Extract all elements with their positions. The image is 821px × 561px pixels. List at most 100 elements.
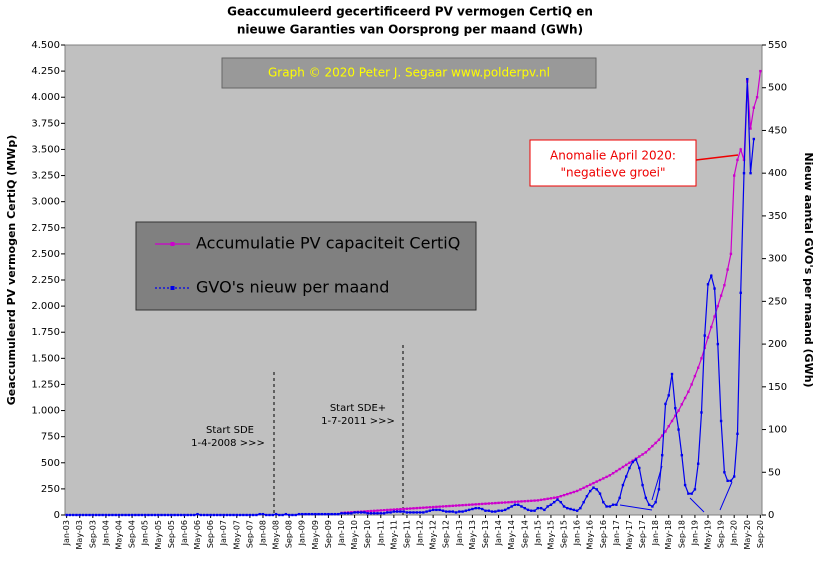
point <box>186 513 189 517</box>
x-tick-label: May-20 <box>743 520 752 549</box>
point <box>438 505 441 508</box>
y-tick-label: 3.250 <box>31 171 60 182</box>
point <box>320 512 324 516</box>
point <box>749 171 752 175</box>
point <box>579 506 582 510</box>
point <box>624 475 628 478</box>
point <box>595 480 598 483</box>
point <box>539 498 543 502</box>
point <box>143 513 147 517</box>
point <box>373 512 376 515</box>
point <box>386 508 389 512</box>
x-tick-label: Jan-16 <box>573 520 582 546</box>
point <box>690 492 693 495</box>
annotation: Anomalie April 2020: <box>550 149 676 163</box>
point <box>238 513 242 517</box>
point <box>366 512 369 515</box>
point <box>517 503 520 506</box>
point <box>595 488 598 491</box>
point <box>553 500 556 504</box>
point <box>422 511 425 514</box>
point <box>71 513 75 517</box>
point <box>654 441 657 445</box>
point <box>510 505 513 508</box>
point <box>703 334 706 337</box>
point <box>752 106 756 109</box>
point <box>104 513 108 517</box>
point <box>582 486 585 490</box>
point <box>598 478 602 482</box>
y2-tick-label: 300 <box>768 254 787 265</box>
point <box>572 508 576 512</box>
point <box>716 342 720 346</box>
x-tick-label: Sep-12 <box>442 520 451 548</box>
y2-tick-label: 200 <box>768 339 787 350</box>
point <box>366 510 369 513</box>
point <box>618 467 621 471</box>
x-tick-label: Jan-09 <box>298 520 307 546</box>
point <box>700 411 703 414</box>
point <box>153 513 157 517</box>
y-tick-label: 1.500 <box>31 353 60 364</box>
point <box>376 509 379 512</box>
point <box>732 174 736 177</box>
point <box>467 503 471 506</box>
point <box>644 451 648 454</box>
point <box>533 509 536 512</box>
point <box>687 390 690 393</box>
point <box>235 513 238 517</box>
point <box>752 137 756 141</box>
point <box>193 513 196 517</box>
point <box>183 513 186 517</box>
legend-label: Accumulatie PV capaciteit CertiQ <box>196 234 460 253</box>
point <box>631 460 634 464</box>
x-tick-label: May-17 <box>625 520 634 549</box>
point <box>402 510 405 513</box>
point <box>494 510 497 513</box>
point <box>670 372 674 376</box>
point <box>454 511 458 514</box>
point <box>559 495 562 498</box>
point <box>497 509 500 512</box>
x-tick-label: Sep-07 <box>245 520 254 548</box>
point <box>471 503 474 506</box>
x-tick-label: Sep-18 <box>677 520 686 548</box>
y-axis-label: Geaccumuleerd PV vermogen CertiQ (MWp) <box>5 135 18 406</box>
x-tick-label: Jan-18 <box>651 520 660 546</box>
x-tick-label: Jan-12 <box>416 520 425 546</box>
point <box>628 461 631 464</box>
point <box>726 268 729 271</box>
point <box>176 513 180 517</box>
point <box>431 508 435 512</box>
x-tick-label: Sep-09 <box>324 520 333 548</box>
point <box>566 492 569 496</box>
point <box>543 498 546 501</box>
point <box>435 505 438 509</box>
y2-tick-label: 550 <box>768 40 787 51</box>
point <box>137 513 140 517</box>
point <box>258 512 261 516</box>
point <box>487 502 490 505</box>
x-tick-label: Sep-05 <box>167 520 176 548</box>
point <box>719 419 723 423</box>
point <box>477 506 481 510</box>
point <box>523 500 526 503</box>
point <box>373 509 376 513</box>
point <box>461 510 464 513</box>
chart-title: Geaccumuleerd gecertificeerd PV vermogen… <box>227 5 593 19</box>
point <box>759 69 762 73</box>
point <box>222 513 225 517</box>
point <box>660 453 664 457</box>
point <box>415 511 418 514</box>
point <box>160 513 163 517</box>
y-tick-label: 1.750 <box>31 327 60 338</box>
x-tick-label: Jan-14 <box>494 520 503 546</box>
point <box>81 513 85 517</box>
x-tick-label: May-09 <box>311 520 320 549</box>
x-tick-label: Jan-20 <box>730 520 739 546</box>
point <box>130 513 134 517</box>
legend <box>135 221 477 311</box>
x-tick-label: May-07 <box>232 520 241 549</box>
point <box>471 507 474 511</box>
